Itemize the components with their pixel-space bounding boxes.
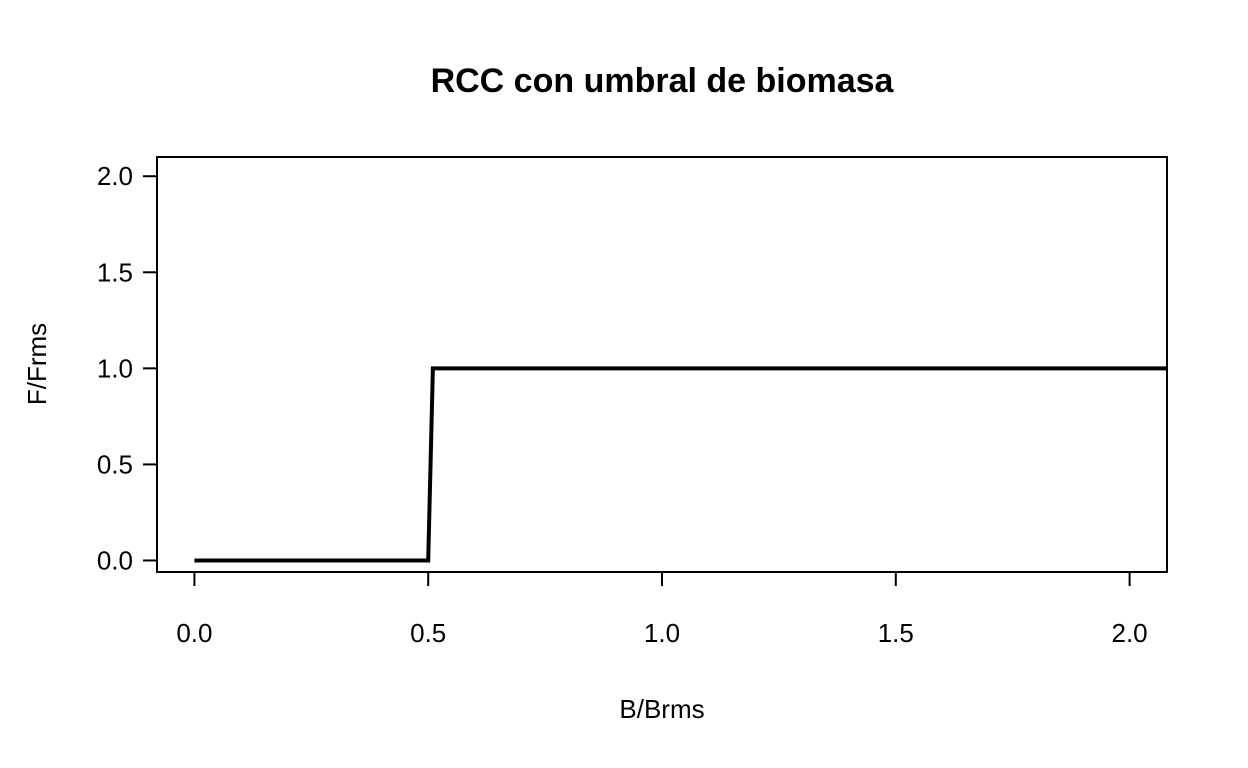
x-tick-label: 1.0 — [644, 618, 680, 648]
y-tick-label: 1.0 — [97, 353, 133, 383]
x-tick-label: 0.5 — [410, 618, 446, 648]
y-axis-label: F/Frms — [22, 323, 52, 405]
plot-area — [194, 366, 1167, 563]
series-line — [194, 366, 1167, 563]
x-axis-label: B/Brms — [619, 694, 704, 724]
y-tick-label: 0.0 — [97, 545, 133, 575]
y-tick-label: 1.5 — [97, 257, 133, 287]
plot-frame — [156, 156, 1168, 573]
chart-title: RCC con umbral de biomasa — [431, 62, 895, 100]
y-axis: 0.0 0.5 1.0 1.5 2.0 — [97, 161, 158, 575]
y-tick-label: 0.5 — [97, 449, 133, 479]
x-axis: 0.0 0.5 1.0 1.5 2.0 — [176, 571, 1148, 648]
x-tick-label: 0.0 — [176, 618, 212, 648]
x-tick-label: 2.0 — [1112, 618, 1148, 648]
x-tick-label: 1.5 — [878, 618, 914, 648]
y-tick-label: 2.0 — [97, 161, 133, 191]
